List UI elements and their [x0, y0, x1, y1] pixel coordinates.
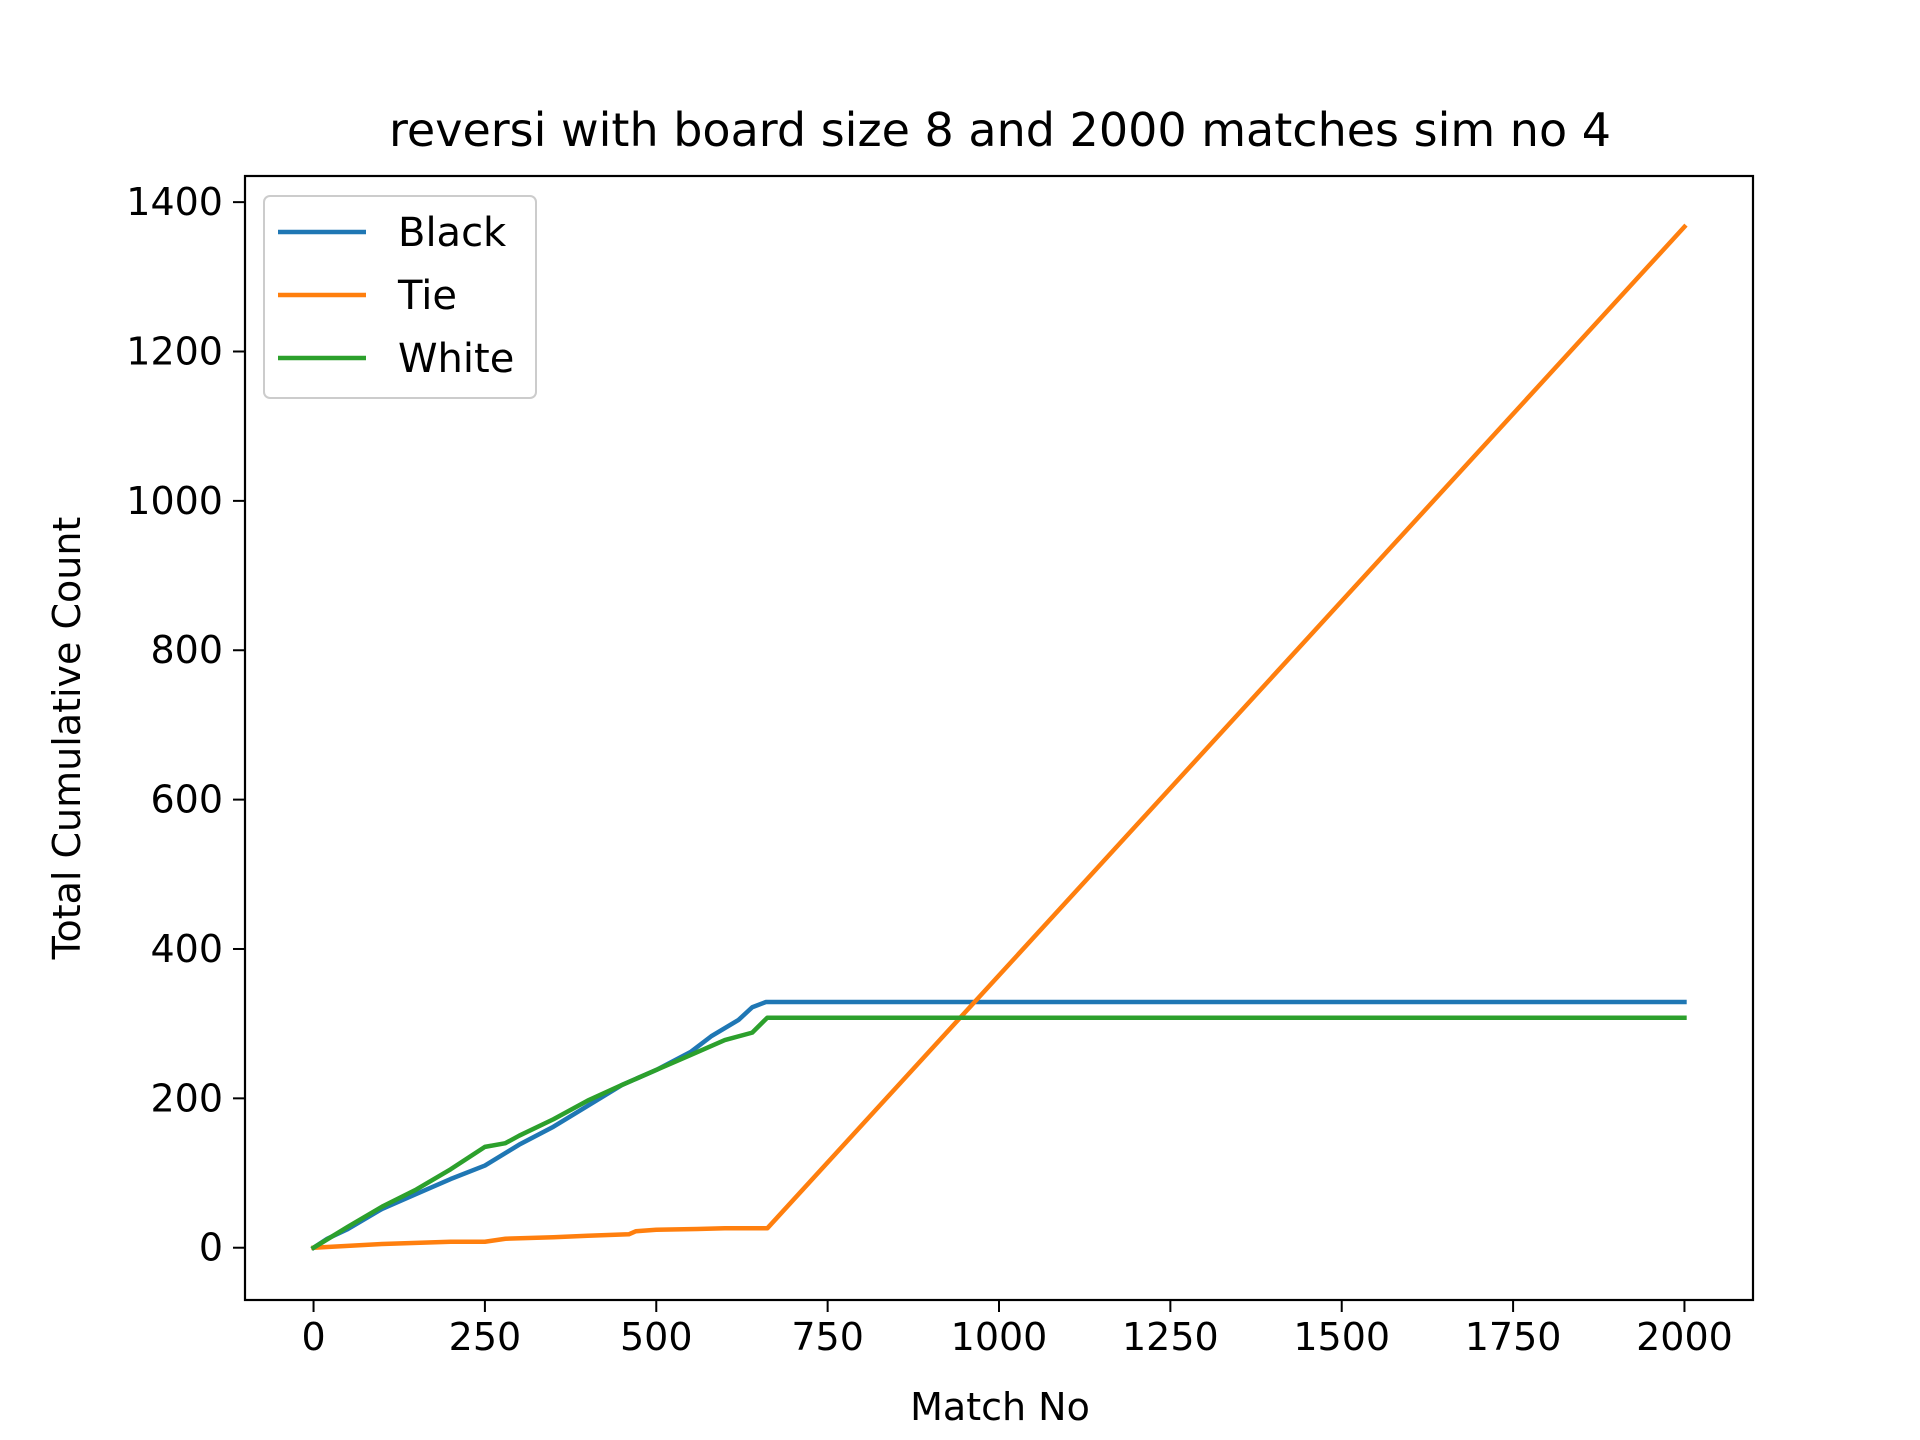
y-tick-label: 1200 — [126, 330, 223, 374]
legend-label-black: Black — [398, 210, 507, 256]
x-tick-label: 1000 — [951, 1315, 1048, 1359]
y-tick-label: 600 — [150, 778, 223, 822]
y-tick-label: 400 — [150, 927, 223, 971]
legend: Black Tie White — [263, 195, 537, 399]
x-axis-ticks: 0 250 500 750 1000 1250 1500 1750 2000 — [301, 1300, 1733, 1359]
x-tick-label: 2000 — [1636, 1315, 1733, 1359]
legend-box — [263, 195, 537, 399]
x-tick-label: 1500 — [1293, 1315, 1390, 1359]
y-tick-label: 1000 — [126, 479, 223, 523]
series-line-tie — [311, 223, 1688, 1251]
y-tick-label: 0 — [199, 1226, 223, 1270]
chart-title: reversi with board size 8 and 2000 match… — [389, 103, 1611, 157]
x-tick-label: 750 — [791, 1315, 864, 1359]
x-tick-label: 1750 — [1465, 1315, 1562, 1359]
series-line-white — [310, 1015, 1687, 1251]
y-axis-ticks: 0 200 400 600 800 1000 1200 1400 — [126, 180, 245, 1270]
legend-label-tie: Tie — [397, 273, 457, 319]
y-tick-label: 800 — [150, 628, 223, 672]
y-tick-label: 1400 — [126, 180, 223, 224]
x-tick-label: 1250 — [1122, 1315, 1219, 1359]
x-tick-label: 500 — [620, 1315, 693, 1359]
y-tick-label: 200 — [150, 1076, 223, 1120]
plot-area — [310, 223, 1688, 1251]
y-axis-label: Total Cumulative Count — [45, 517, 89, 961]
x-tick-label: 0 — [301, 1315, 325, 1359]
x-axis-label: Match No — [910, 1385, 1090, 1429]
x-tick-label: 250 — [449, 1315, 522, 1359]
legend-label-white: White — [398, 336, 514, 382]
